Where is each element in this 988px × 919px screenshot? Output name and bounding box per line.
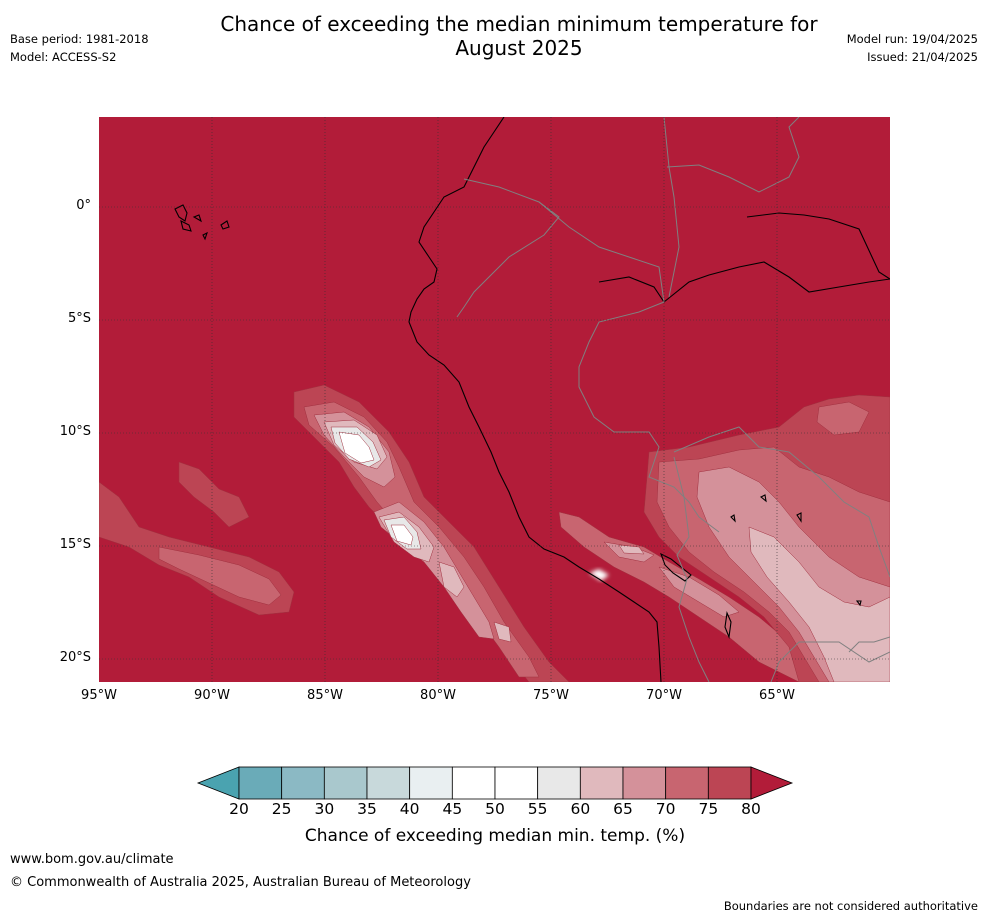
- lake-poopo: [724, 611, 732, 640]
- colorbar-label: Chance of exceeding median min. temp. (%…: [304, 826, 686, 846]
- lon-label-80w: 80°W: [420, 688, 456, 703]
- border-colombia-ecuador: [456, 178, 560, 318]
- amazon-river: [598, 261, 890, 303]
- colorbar-tick-60: 60: [570, 800, 591, 818]
- lon-label-90w: 90°W: [194, 688, 230, 703]
- colorbar-bin-65-70: [622, 766, 667, 800]
- colorbar-tick-65: 65: [613, 800, 633, 818]
- colorbar-tick-40: 40: [399, 800, 420, 818]
- galapagos-islands: [174, 204, 230, 241]
- contour-east-60: [748, 526, 890, 682]
- border-venezuela-brazil: [666, 117, 800, 193]
- colorbar-bin-35-40: [366, 766, 411, 800]
- border-colombia-brazil: [663, 117, 680, 298]
- colorbar-bin-20-25: [238, 766, 283, 800]
- colorbar-bin-60-65: [579, 766, 624, 800]
- colorbar-tick-70: 70: [655, 800, 676, 818]
- lon-label-95w: 95°W: [81, 688, 117, 703]
- lat-label-20s: 20°S: [59, 650, 91, 665]
- colorbar-bin-30-35: [323, 766, 368, 800]
- lat-label-10s: 10°S: [59, 424, 91, 439]
- colorbar-bin-50-55: [494, 766, 539, 800]
- base-period: Base period: 1981-2018: [10, 32, 149, 46]
- lake-titicaca: [660, 552, 692, 582]
- border-colombia-peru: [538, 201, 665, 303]
- border-chile-argentina: [770, 641, 890, 682]
- meta-left: Base period: 1981-2018 Model: ACCESS-S2: [10, 30, 149, 66]
- colorbar-tick-30: 30: [314, 800, 335, 818]
- lon-label-85w: 85°W: [307, 688, 343, 703]
- title-line-2: August 2025: [455, 36, 583, 60]
- model-name: Model: ACCESS-S2: [10, 50, 117, 64]
- copyright-notice: © Commonwealth of Australia 2025, Austra…: [10, 875, 471, 890]
- bom-website-link[interactable]: www.bom.gov.au/climate: [10, 852, 174, 867]
- colorbar-tick-20: 20: [229, 800, 249, 818]
- contour-south-band-spot: [618, 544, 645, 555]
- boundaries-disclaimer: Boundaries are not considered authoritat…: [723, 899, 978, 913]
- colorbar-tick-35: 35: [357, 800, 377, 818]
- border-paraguay: [848, 636, 890, 653]
- lat-label-15s: 15°S: [59, 537, 91, 552]
- colorbar: [196, 766, 794, 800]
- lat-label-5s: 5°S: [67, 311, 91, 326]
- colorbar-tick-55: 55: [527, 800, 548, 818]
- colorbar-bin-25-30: [281, 766, 325, 800]
- colorbar-bin-70-75: [665, 766, 709, 800]
- contour-band-west-inner: [158, 546, 282, 606]
- issued-date: Issued: 21/04/2025: [867, 50, 978, 64]
- colorbar-tick-45: 45: [442, 800, 463, 818]
- south-america-coastline: [408, 117, 662, 682]
- coastlines: [174, 117, 890, 682]
- lon-label-65w: 65°W: [759, 688, 795, 703]
- colorbar-bin-75-80: [707, 766, 752, 800]
- lon-label-70w: 70°W: [646, 688, 682, 703]
- lon-label-75w: 75°W: [533, 688, 569, 703]
- colorbar-over-arrow: [750, 766, 794, 800]
- contour-tongue-50: [338, 431, 414, 546]
- country-borders: [456, 117, 890, 682]
- meta-right: Model run: 19/04/2025 Issued: 21/04/2025: [847, 30, 978, 66]
- chart-title: Chance of exceeding the median minimum t…: [150, 12, 888, 60]
- colorbar-tick-75: 75: [698, 800, 719, 818]
- colorbar-bin-55-60: [537, 766, 581, 800]
- probability-contours: [99, 384, 890, 682]
- model-run: Model run: 19/04/2025: [846, 32, 978, 46]
- title-line-1: Chance of exceeding the median minimum t…: [220, 12, 818, 36]
- border-bolivia-brazil: [673, 426, 890, 578]
- forecast-map[interactable]: [99, 117, 890, 682]
- colorbar-under-arrow: [196, 766, 240, 800]
- contour-band-west-top: [178, 461, 250, 528]
- colorbar-bin-45-50: [451, 766, 496, 800]
- colorbar-tick-25: 25: [271, 800, 292, 818]
- small-lakes: [730, 494, 862, 607]
- colorbar-bin-40-45: [409, 766, 453, 800]
- colorbar-tick-80: 80: [741, 800, 761, 818]
- gridlines: [99, 117, 890, 682]
- colorbar-tick-50: 50: [485, 800, 505, 818]
- lat-label-0: 0°: [76, 198, 91, 213]
- amazon-river-coast: [746, 212, 890, 280]
- contour-tongue-60: [323, 419, 512, 643]
- contour-east-top: [816, 401, 870, 436]
- border-peru-bolivia: [673, 456, 710, 682]
